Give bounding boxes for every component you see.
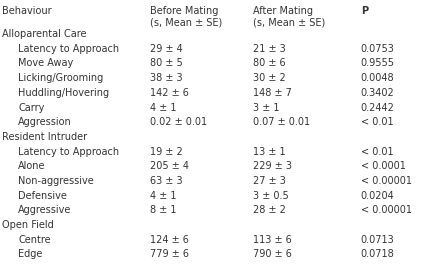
Text: Behaviour: Behaviour: [2, 6, 52, 16]
Text: P: P: [361, 6, 368, 16]
Text: Defensive: Defensive: [18, 191, 67, 201]
Text: Before Mating
(s, Mean ± SE): Before Mating (s, Mean ± SE): [150, 6, 222, 27]
Text: 142 ± 6: 142 ± 6: [150, 88, 189, 98]
Text: Huddling/Hovering: Huddling/Hovering: [18, 88, 109, 98]
Text: < 0.01: < 0.01: [361, 147, 393, 157]
Text: 0.0048: 0.0048: [361, 73, 395, 83]
Text: 0.07 ± 0.01: 0.07 ± 0.01: [253, 117, 310, 127]
Text: 30 ± 2: 30 ± 2: [253, 73, 286, 83]
Text: 0.3402: 0.3402: [361, 88, 395, 98]
Text: Edge: Edge: [18, 249, 43, 259]
Text: 124 ± 6: 124 ± 6: [150, 235, 189, 245]
Text: 19 ± 2: 19 ± 2: [150, 147, 183, 157]
Text: 21 ± 3: 21 ± 3: [253, 44, 286, 54]
Text: Latency to Approach: Latency to Approach: [18, 44, 119, 54]
Text: Alloparental Care: Alloparental Care: [2, 29, 87, 39]
Text: Aggression: Aggression: [18, 117, 72, 127]
Text: 779 ± 6: 779 ± 6: [150, 249, 189, 259]
Text: 28 ± 2: 28 ± 2: [253, 205, 286, 215]
Text: 8 ± 1: 8 ± 1: [150, 205, 176, 215]
Text: Latency to Approach: Latency to Approach: [18, 147, 119, 157]
Text: Centre: Centre: [18, 235, 51, 245]
Text: After Mating
(s, Mean ± SE): After Mating (s, Mean ± SE): [253, 6, 325, 27]
Text: 0.0204: 0.0204: [361, 191, 395, 201]
Text: Resident Intruder: Resident Intruder: [2, 132, 87, 142]
Text: < 0.00001: < 0.00001: [361, 176, 412, 186]
Text: Move Away: Move Away: [18, 58, 73, 69]
Text: 0.0713: 0.0713: [361, 235, 395, 245]
Text: 3 ± 1: 3 ± 1: [253, 103, 280, 113]
Text: 113 ± 6: 113 ± 6: [253, 235, 292, 245]
Text: Non-aggressive: Non-aggressive: [18, 176, 94, 186]
Text: Alone: Alone: [18, 161, 46, 171]
Text: 0.2442: 0.2442: [361, 103, 395, 113]
Text: 38 ± 3: 38 ± 3: [150, 73, 182, 83]
Text: < 0.0001: < 0.0001: [361, 161, 406, 171]
Text: 80 ± 5: 80 ± 5: [150, 58, 183, 69]
Text: 0.9555: 0.9555: [361, 58, 395, 69]
Text: 205 ± 4: 205 ± 4: [150, 161, 189, 171]
Text: 229 ± 3: 229 ± 3: [253, 161, 292, 171]
Text: < 0.01: < 0.01: [361, 117, 393, 127]
Text: 63 ± 3: 63 ± 3: [150, 176, 182, 186]
Text: Aggressive: Aggressive: [18, 205, 71, 215]
Text: 13 ± 1: 13 ± 1: [253, 147, 286, 157]
Text: 148 ± 7: 148 ± 7: [253, 88, 292, 98]
Text: 4 ± 1: 4 ± 1: [150, 103, 176, 113]
Text: 29 ± 4: 29 ± 4: [150, 44, 183, 54]
Text: 3 ± 0.5: 3 ± 0.5: [253, 191, 289, 201]
Text: Licking/Grooming: Licking/Grooming: [18, 73, 103, 83]
Text: 80 ± 6: 80 ± 6: [253, 58, 286, 69]
Text: Open Field: Open Field: [2, 220, 54, 230]
Text: 790 ± 6: 790 ± 6: [253, 249, 292, 259]
Text: Carry: Carry: [18, 103, 45, 113]
Text: 4 ± 1: 4 ± 1: [150, 191, 176, 201]
Text: 0.02 ± 0.01: 0.02 ± 0.01: [150, 117, 207, 127]
Text: 0.0718: 0.0718: [361, 249, 395, 259]
Text: < 0.00001: < 0.00001: [361, 205, 412, 215]
Text: 0.0753: 0.0753: [361, 44, 395, 54]
Text: 27 ± 3: 27 ± 3: [253, 176, 286, 186]
